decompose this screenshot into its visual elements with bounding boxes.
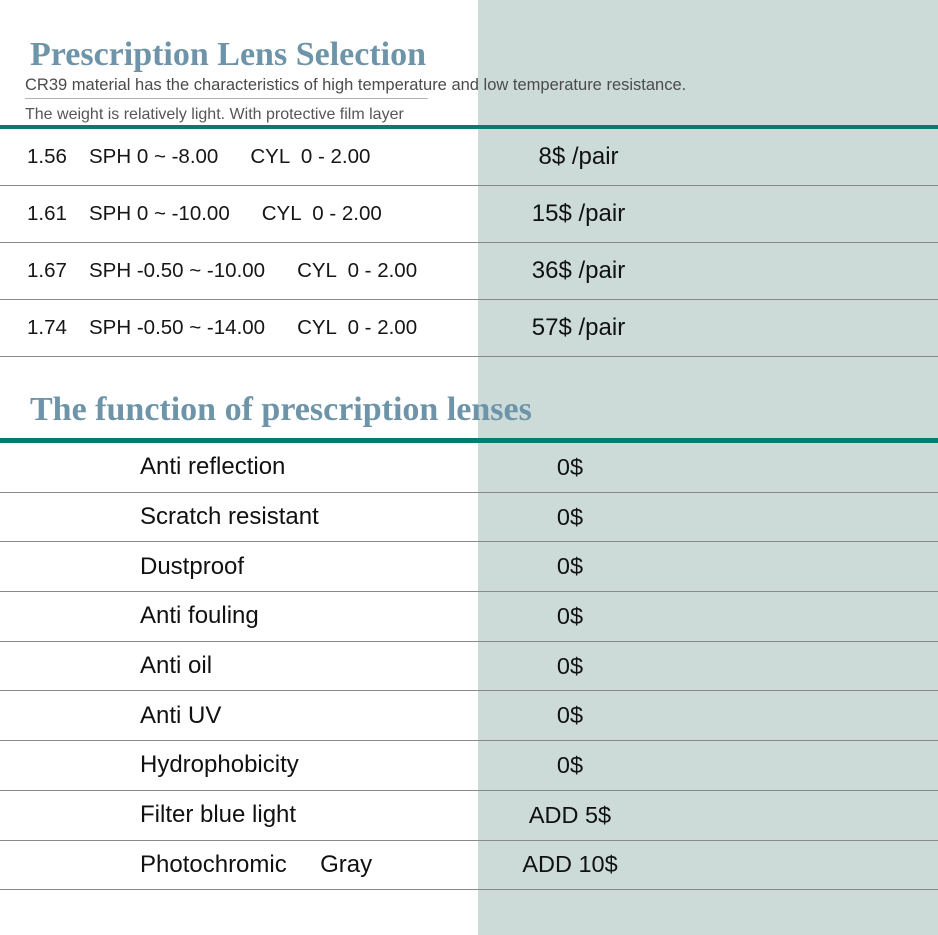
feature-label: Anti UV [140,701,222,729]
lens-index: 1.67 [27,259,67,282]
lens-cyl-range: CYL 0 - 2.00 [297,259,418,282]
lens-index: 1.61 [27,202,67,225]
feature-row-anti-fouling: Anti fouling 0$ [0,592,938,642]
feature-row-anti-oil: Anti oil 0$ [0,642,938,692]
feature-price: 0$ [556,602,584,629]
feature-price: 0$ [556,652,584,679]
lens-price: 8$ /pair [538,143,619,170]
feature-label: Hydrophobicity [140,751,299,779]
feature-price: 0$ [556,702,584,729]
lens-price-table: 1.56 SPH 0 ~ -8.00 CYL 0 - 2.00 8$ /pair… [0,129,938,357]
feature-price: 0$ [556,553,584,580]
feature-row-filter-blue-light: Filter blue light ADD 5$ [0,791,938,841]
lens-price: 57$ /pair [531,314,626,341]
lens-function-table: Anti reflection 0$ Scratch resistant 0$ … [0,443,938,891]
weight-description: The weight is relatively light. With pro… [25,106,404,123]
lens-sph-range: SPH 0 ~ -10.00 [89,202,230,225]
lens-row-1.56: 1.56 SPH 0 ~ -8.00 CYL 0 - 2.00 8$ /pair [0,129,938,186]
feature-label: Scratch resistant [140,503,319,531]
feature-label: Dustproof [140,552,245,580]
lens-index: 1.74 [27,316,67,339]
feature-label: Anti fouling [140,602,259,630]
feature-label: Photochromic Gray [140,850,373,878]
lens-cyl-range: CYL 0 - 2.00 [250,145,371,168]
feature-label: Anti reflection [140,453,286,481]
page-title: Prescription Lens Selection [30,36,426,73]
feature-row-hydrophobicity: Hydrophobicity 0$ [0,741,938,791]
teal-divider-middle [0,438,938,443]
feature-row-scratch-resistant: Scratch resistant 0$ [0,493,938,543]
lens-cyl-range: CYL 0 - 2.00 [297,316,418,339]
feature-price: 0$ [556,453,584,480]
lens-row-1.61: 1.61 SPH 0 ~ -10.00 CYL 0 - 2.00 15$ /pa… [0,186,938,243]
function-section-title: The function of prescription lenses [30,391,532,428]
material-description: CR39 material has the characteristics of… [25,76,687,94]
feature-price: ADD 10$ [522,851,618,878]
lens-price: 15$ /pair [531,200,626,227]
lens-sph-range: SPH 0 ~ -8.00 [89,145,219,168]
lens-row-1.74: 1.74 SPH -0.50 ~ -14.00 CYL 0 - 2.00 57$… [0,300,938,357]
lens-sph-range: SPH -0.50 ~ -10.00 [89,259,266,282]
feature-row-dustproof: Dustproof 0$ [0,542,938,593]
right-background-panel [478,0,938,935]
feature-price: ADD 5$ [528,801,612,828]
lens-row-1.67: 1.67 SPH -0.50 ~ -10.00 CYL 0 - 2.00 36$… [0,243,938,300]
feature-row-anti-reflection: Anti reflection 0$ [0,443,938,493]
feature-price: 0$ [556,751,584,778]
feature-label: Filter blue light [140,801,297,829]
feature-label: Anti oil [140,652,213,680]
feature-row-photochromic-gray: Photochromic Gray ADD 10$ [0,841,938,891]
lens-cyl-range: CYL 0 - 2.00 [261,202,382,225]
subtitle-underline [25,98,428,99]
feature-price: 0$ [556,503,584,530]
lens-index: 1.56 [27,145,67,168]
lens-price: 36$ /pair [531,257,626,284]
teal-divider-top [0,125,938,129]
feature-row-anti-uv: Anti UV 0$ [0,691,938,742]
lens-sph-range: SPH -0.50 ~ -14.00 [89,316,266,339]
